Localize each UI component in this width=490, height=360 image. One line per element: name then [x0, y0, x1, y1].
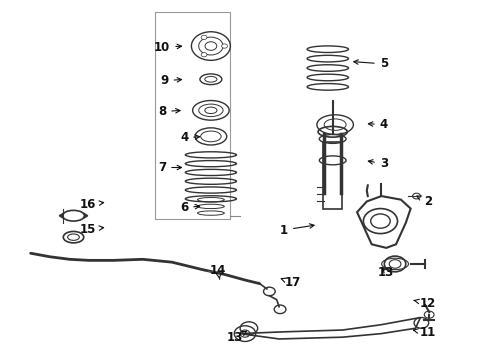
Text: 13: 13 [378, 266, 394, 279]
Text: 8: 8 [158, 105, 180, 118]
Text: 4: 4 [368, 118, 388, 131]
Text: 3: 3 [368, 157, 388, 170]
Text: 13: 13 [227, 331, 246, 345]
Text: 7: 7 [158, 161, 181, 174]
Circle shape [221, 44, 227, 48]
Text: 1: 1 [280, 224, 314, 237]
Text: 2: 2 [416, 195, 432, 208]
Text: 10: 10 [154, 41, 182, 54]
Text: 17: 17 [281, 276, 301, 289]
Text: 4: 4 [180, 131, 199, 144]
Text: 15: 15 [80, 223, 103, 236]
Text: 11: 11 [414, 327, 436, 339]
Text: 5: 5 [354, 57, 388, 71]
Circle shape [201, 53, 207, 57]
Polygon shape [240, 318, 420, 339]
Text: 9: 9 [161, 74, 182, 87]
Polygon shape [357, 196, 411, 248]
Text: 12: 12 [414, 297, 436, 310]
Text: 14: 14 [210, 264, 226, 279]
Text: 16: 16 [80, 198, 103, 211]
Circle shape [201, 35, 207, 40]
Text: 6: 6 [180, 201, 199, 214]
